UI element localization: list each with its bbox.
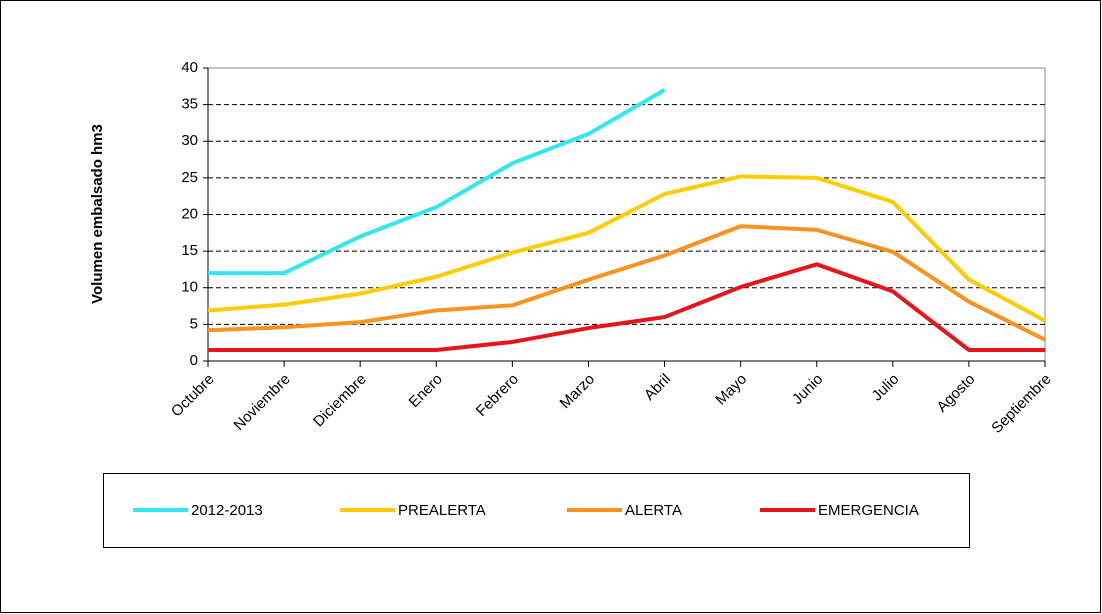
- y-tick-label: 5: [190, 315, 198, 332]
- series-line: [207, 174, 1046, 323]
- legend-label: EMERGENCIA: [818, 502, 919, 519]
- y-tick-label: 30: [181, 132, 198, 149]
- series-line: [208, 88, 666, 276]
- y-tick-label: 20: [181, 205, 198, 222]
- series-line: [207, 224, 1046, 342]
- legend-label: PREALERTA: [398, 502, 486, 519]
- y-tick-label: 15: [181, 242, 198, 259]
- y-tick-label: 25: [181, 169, 198, 186]
- legend: [103, 473, 970, 548]
- series-line: [208, 262, 1045, 353]
- y-tick-label: 0: [190, 352, 198, 369]
- y-axis-label: Volumen embalsado hm3: [89, 124, 106, 304]
- y-tick-label: 40: [181, 59, 198, 76]
- legend-label: 2012-2013: [191, 502, 263, 519]
- y-tick-label: 10: [181, 279, 198, 296]
- y-tick-label: 35: [181, 96, 198, 113]
- legend-label: ALERTA: [625, 502, 682, 519]
